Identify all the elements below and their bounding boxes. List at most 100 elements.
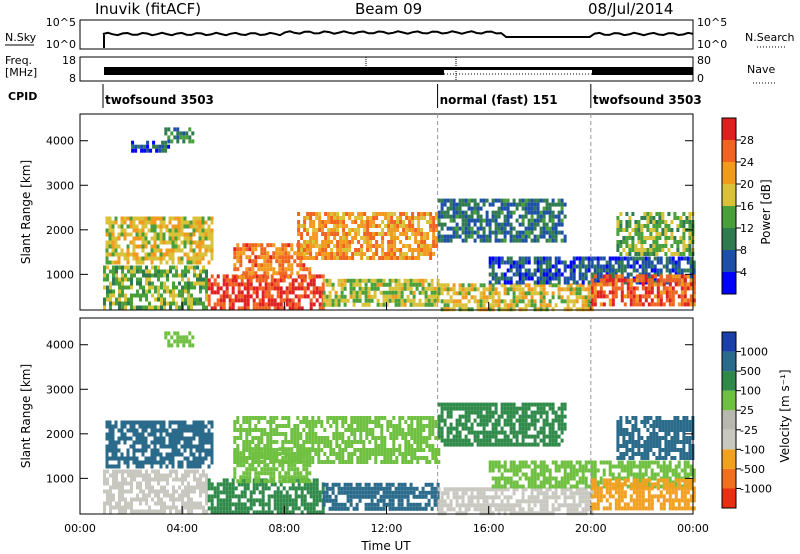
heatmap-cell bbox=[136, 485, 139, 490]
heatmap-cell bbox=[150, 236, 154, 241]
heatmap-cell bbox=[527, 222, 531, 227]
heatmap-cell bbox=[321, 506, 325, 511]
heatmap-cell bbox=[398, 432, 402, 436]
heatmap-cell bbox=[500, 222, 504, 227]
heatmap-cell bbox=[683, 294, 687, 299]
heatmap-cell bbox=[640, 216, 644, 220]
heatmap-cell bbox=[346, 298, 350, 303]
heatmap-cell bbox=[353, 428, 357, 432]
heatmap-cell bbox=[527, 234, 531, 239]
heatmap-cell bbox=[112, 505, 115, 510]
heatmap-cell bbox=[126, 428, 130, 433]
heatmap-cell bbox=[461, 442, 465, 447]
heatmap-cell bbox=[464, 295, 468, 300]
date-title: 08/Jul/2014 bbox=[588, 0, 673, 18]
heatmap-cell bbox=[111, 228, 115, 233]
heatmap-cell bbox=[379, 290, 383, 295]
heatmap-cell bbox=[494, 230, 498, 235]
heatmap-cell bbox=[430, 490, 434, 495]
heatmap-cell bbox=[111, 240, 115, 245]
heatmap-cell bbox=[620, 260, 624, 265]
heatmap-cell bbox=[494, 299, 498, 304]
heatmap-cell bbox=[144, 428, 148, 433]
heatmap-cell bbox=[248, 475, 252, 480]
heatmap-cell bbox=[324, 220, 328, 224]
heatmap-cell bbox=[245, 479, 249, 484]
heatmap-cell bbox=[410, 416, 414, 420]
heatmap-cell bbox=[452, 426, 456, 431]
heatmap-cell bbox=[395, 448, 399, 452]
heatmap-cell bbox=[266, 420, 270, 424]
heatmap-cell bbox=[629, 302, 633, 307]
heatmap-cell bbox=[464, 198, 468, 203]
heatmap-cell bbox=[644, 286, 648, 291]
heatmap-cell bbox=[278, 475, 282, 480]
heatmap-cell bbox=[524, 256, 528, 261]
heatmap-cell bbox=[512, 198, 516, 203]
heatmap-cell bbox=[387, 240, 391, 244]
heatmap-cell bbox=[680, 274, 684, 279]
heatmap-cell bbox=[176, 339, 180, 344]
heatmap-cell bbox=[539, 272, 543, 277]
heatmap-cell bbox=[132, 456, 136, 461]
heatmap-cell bbox=[189, 428, 193, 433]
heatmap-cell bbox=[572, 272, 576, 277]
heatmap-cell bbox=[680, 298, 684, 303]
heatmap-cell bbox=[637, 252, 641, 256]
heatmap-cell bbox=[461, 303, 465, 308]
heatmap-cell bbox=[165, 452, 169, 457]
y-tick-label: 2000 bbox=[46, 224, 74, 237]
heatmap-cell bbox=[213, 486, 217, 491]
heatmap-cell bbox=[385, 502, 389, 507]
heatmap-cell bbox=[240, 494, 244, 499]
heatmap-cell bbox=[435, 216, 439, 220]
heatmap-cell bbox=[236, 267, 240, 272]
heatmap-cell bbox=[458, 434, 462, 439]
heatmap-cell bbox=[379, 482, 383, 487]
heatmap-cell bbox=[605, 274, 609, 279]
heatmap-cell bbox=[114, 260, 118, 265]
heatmap-cell bbox=[141, 248, 145, 253]
heatmap-cell bbox=[494, 214, 498, 219]
heatmap-cell bbox=[157, 481, 160, 486]
heatmap-cell bbox=[671, 256, 675, 261]
heatmap-cell bbox=[631, 244, 635, 248]
heatmap-cell bbox=[446, 226, 450, 231]
heatmap-cell bbox=[285, 286, 289, 291]
heatmap-cell bbox=[204, 236, 208, 241]
heatmap-cell bbox=[145, 269, 148, 274]
heatmap-cell bbox=[267, 294, 271, 299]
heatmap-cell bbox=[174, 440, 178, 445]
heatmap-cell bbox=[315, 232, 319, 236]
heatmap-cell bbox=[326, 460, 330, 464]
heatmap-cell bbox=[623, 256, 627, 261]
heatmap-cell bbox=[111, 224, 115, 229]
heatmap-cell bbox=[365, 424, 369, 428]
heatmap-cell bbox=[189, 460, 193, 465]
heatmap-cell bbox=[245, 271, 249, 276]
heatmap-cell bbox=[476, 307, 480, 312]
heatmap-cell bbox=[620, 290, 624, 295]
heatmap-cell bbox=[542, 280, 546, 285]
heatmap-cell bbox=[239, 451, 243, 456]
heatmap-cell bbox=[406, 502, 410, 507]
heatmap-cell bbox=[198, 440, 202, 445]
heatmap-cell bbox=[329, 444, 333, 448]
heatmap-cell bbox=[136, 305, 139, 310]
heatmap-cell bbox=[198, 252, 202, 257]
heatmap-cell bbox=[156, 244, 160, 249]
heatmap-cell bbox=[632, 260, 636, 265]
heatmap-cell bbox=[272, 243, 276, 248]
heatmap-cell bbox=[382, 302, 386, 307]
heatmap-cell bbox=[135, 236, 139, 241]
heatmap-cell bbox=[147, 220, 151, 225]
heatmap-cell bbox=[548, 202, 552, 207]
heatmap-cell bbox=[566, 299, 570, 304]
heatmap-cell bbox=[135, 464, 139, 469]
colorbar-tick-label: 16 bbox=[740, 200, 754, 213]
heatmap-cell bbox=[354, 220, 358, 224]
heatmap-cell bbox=[367, 502, 371, 507]
heatmap-cell bbox=[114, 456, 118, 461]
heatmap-cell bbox=[467, 234, 471, 239]
heatmap-cell bbox=[346, 278, 350, 283]
